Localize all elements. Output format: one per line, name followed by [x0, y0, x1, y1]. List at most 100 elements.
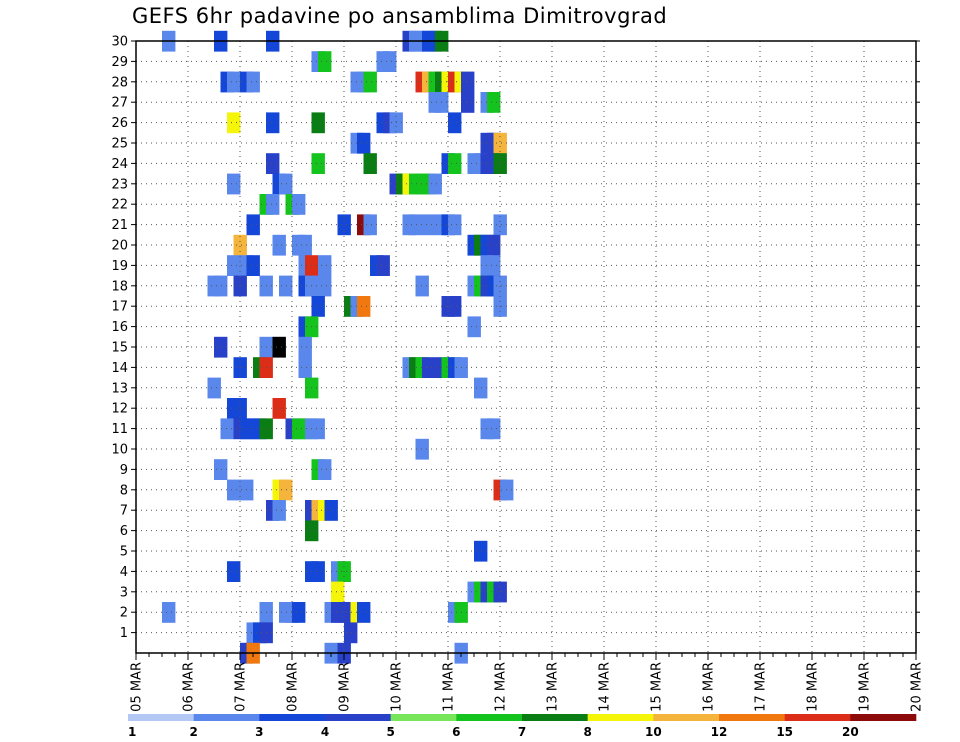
y-tick-label: 1	[120, 626, 128, 641]
precip-cell	[357, 132, 371, 154]
x-tick-label: 08 MAR	[286, 662, 301, 712]
x-tick-label: 13 MAR	[546, 662, 561, 712]
legend-swatch	[325, 714, 391, 721]
y-tick-label: 4	[120, 565, 128, 580]
precip-cell	[272, 398, 286, 419]
y-tick-label: 13	[111, 381, 128, 396]
precip-cell	[415, 438, 429, 460]
precip-cell	[363, 153, 377, 174]
legend-label: 20	[842, 725, 859, 739]
precip-cell	[487, 92, 501, 113]
precip-cell	[448, 296, 462, 317]
precip-cell	[298, 234, 312, 256]
legend-swatch	[850, 714, 917, 721]
precip-cell	[279, 479, 293, 501]
precip-cell	[493, 153, 507, 174]
x-tick-label: 05 MAR	[130, 662, 145, 712]
precip-cell	[493, 132, 507, 154]
legend-swatch	[587, 714, 654, 721]
x-tick-label: 17 MAR	[754, 662, 769, 712]
precip-cell	[266, 194, 280, 215]
legend-swatch	[522, 714, 588, 721]
legend-label: 2	[189, 725, 197, 739]
y-tick-label: 6	[120, 524, 128, 539]
precip-cell	[311, 561, 325, 582]
y-tick-label: 3	[120, 585, 128, 600]
precip-cell	[311, 153, 325, 174]
precip-cell	[461, 71, 475, 93]
precip-cell	[318, 275, 332, 297]
y-tick-label: 10	[111, 443, 128, 458]
precip-cell	[227, 479, 241, 501]
precip-cell	[448, 112, 462, 134]
precip-cell	[246, 255, 260, 276]
precip-cell	[415, 275, 429, 297]
legend-label: 4	[321, 725, 329, 739]
precip-cell	[266, 153, 280, 174]
grid-lines	[136, 41, 916, 653]
y-tick-label: 2	[120, 606, 128, 621]
legend-swatch	[653, 714, 720, 721]
y-tick-label: 18	[111, 279, 128, 294]
y-tick-label: 29	[111, 55, 128, 70]
precip-cell	[448, 153, 462, 174]
precip-cell	[311, 418, 325, 440]
y-tick-label: 19	[111, 259, 128, 274]
x-tick-label: 10 MAR	[390, 662, 405, 712]
x-tick-label: 11 MAR	[442, 662, 457, 712]
y-tick-label: 23	[111, 177, 128, 192]
precip-cell	[214, 275, 228, 297]
precip-cell	[266, 112, 280, 134]
legend-label: 7	[518, 725, 526, 739]
precip-cell	[448, 214, 462, 236]
y-tick-label: 8	[120, 483, 128, 498]
precip-cell	[428, 173, 442, 195]
x-tick-label: 18 MAR	[806, 662, 821, 712]
precip-cell	[220, 418, 234, 440]
legend-label: 8	[583, 725, 591, 739]
precip-cell	[467, 316, 481, 338]
y-tick-label: 25	[111, 137, 128, 152]
y-tick-label: 26	[111, 116, 128, 131]
precip-cell	[422, 357, 436, 378]
legend-label: 1	[128, 725, 136, 739]
x-tick-label: 09 MAR	[338, 662, 353, 712]
y-tick-label: 24	[111, 157, 128, 172]
precip-cell	[331, 581, 345, 603]
precip-cell	[207, 377, 221, 399]
precip-cell	[214, 459, 228, 480]
legend-swatch	[128, 714, 194, 721]
y-tick-label: 22	[111, 198, 128, 213]
precip-cell	[474, 377, 488, 399]
legend-label: 12	[711, 725, 728, 739]
legend-swatch	[390, 714, 457, 721]
precip-cell	[292, 194, 306, 215]
precip-cell	[357, 296, 371, 317]
y-tick-label: 11	[111, 422, 128, 437]
y-axis: 1234567891011121314151617181920212223242…	[111, 35, 920, 641]
y-tick-label: 14	[111, 361, 128, 376]
precip-cell	[357, 602, 371, 623]
precip-cell	[363, 214, 377, 236]
legend-swatch	[784, 714, 851, 721]
legend: 1 2 3 4 5 6 7 8 10 12 15 20	[128, 714, 917, 739]
y-tick-label: 20	[111, 239, 128, 254]
legend-label: 10	[645, 725, 662, 739]
precip-cell	[363, 71, 377, 93]
precip-cell	[298, 336, 312, 358]
precip-cell	[409, 214, 423, 236]
precip-cell	[344, 622, 358, 644]
precip-cell	[227, 71, 241, 93]
precip-cell	[487, 255, 501, 276]
precip-cell	[383, 51, 397, 72]
y-tick-label: 17	[111, 300, 128, 315]
precip-cell	[227, 112, 241, 134]
y-tick-label: 30	[111, 35, 128, 50]
legend-swatch	[719, 714, 785, 721]
precip-cell	[318, 459, 332, 480]
precip-cell	[422, 214, 436, 236]
precip-cell	[214, 336, 228, 358]
precip-cell	[311, 112, 325, 134]
precip-cell	[487, 234, 501, 256]
